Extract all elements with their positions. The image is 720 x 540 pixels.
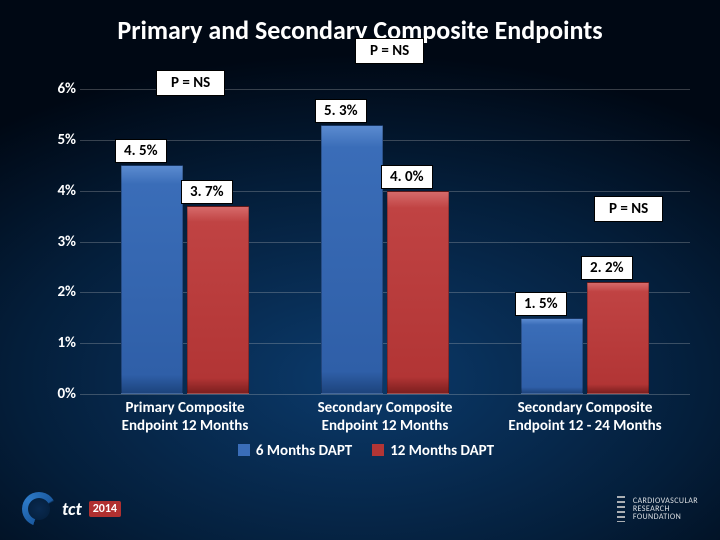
legend-item: 12 Months DAPT	[372, 442, 494, 460]
y-tick-label: 6%	[36, 80, 76, 98]
value-label-6mo: 5. 3%	[315, 99, 367, 123]
pvalue-box: P = NS	[594, 196, 663, 222]
legend-label: 12 Months DAPT	[390, 442, 494, 460]
bar-6mo	[321, 125, 383, 394]
bar-12mo	[187, 206, 249, 394]
crf-logo: CARDIOVASCULAR RESEARCH FOUNDATION	[617, 496, 698, 522]
x-category-label: Secondary CompositeEndpoint 12 - 24 Mont…	[485, 400, 685, 435]
chart-container: 0% 1% 2% 3% 4% 5% 6% 4. 5% 3. 7% P = NS 5. 3% 4. 0…	[36, 74, 696, 474]
pvalue-box: P = NS	[355, 38, 424, 64]
pvalue-box: P = NS	[156, 70, 225, 96]
y-tick-label: 3%	[36, 233, 76, 251]
gridline	[80, 394, 690, 395]
y-tick-label: 2%	[36, 283, 76, 301]
value-label-12mo: 3. 7%	[181, 180, 233, 204]
y-tick-label: 5%	[36, 131, 76, 149]
value-label-6mo: 4. 5%	[115, 139, 167, 163]
legend-item: 6 Months DAPT	[238, 442, 352, 460]
x-category-label: Primary CompositeEndpoint 12 Months	[85, 400, 285, 435]
bar-6mo	[121, 165, 183, 394]
plot-area: 4. 5%3. 7%P = NS5. 3%4. 0%P = NS1. 5%2. …	[80, 74, 690, 394]
value-label-12mo: 2. 2%	[581, 256, 633, 280]
x-category-label: Secondary CompositeEndpoint 12 Months	[285, 400, 485, 435]
legend-swatch-icon	[238, 444, 250, 456]
swirl-icon	[22, 492, 56, 526]
gridline	[80, 140, 690, 141]
crf-bars-icon	[617, 496, 625, 522]
legend-swatch-icon	[372, 444, 384, 456]
value-label-12mo: 4. 0%	[381, 165, 433, 189]
value-label-6mo: 1. 5%	[515, 292, 567, 316]
y-tick-label: 4%	[36, 182, 76, 200]
y-tick-label: 0%	[36, 385, 76, 403]
crf-line3: FOUNDATION	[633, 512, 681, 522]
bar-12mo	[587, 282, 649, 394]
legend: 6 Months DAPT 12 Months DAPT	[36, 442, 696, 460]
bar-12mo	[387, 191, 449, 394]
footer: tct 2014 CARDIOVASCULAR RESEARCH FOUNDATI…	[0, 486, 720, 540]
bar-6mo	[521, 318, 583, 394]
tct-text: tct	[62, 498, 82, 520]
tct-logo: tct 2014	[22, 492, 121, 526]
tct-year: 2014	[89, 501, 121, 517]
y-tick-label: 1%	[36, 334, 76, 352]
legend-label: 6 Months DAPT	[256, 442, 352, 460]
